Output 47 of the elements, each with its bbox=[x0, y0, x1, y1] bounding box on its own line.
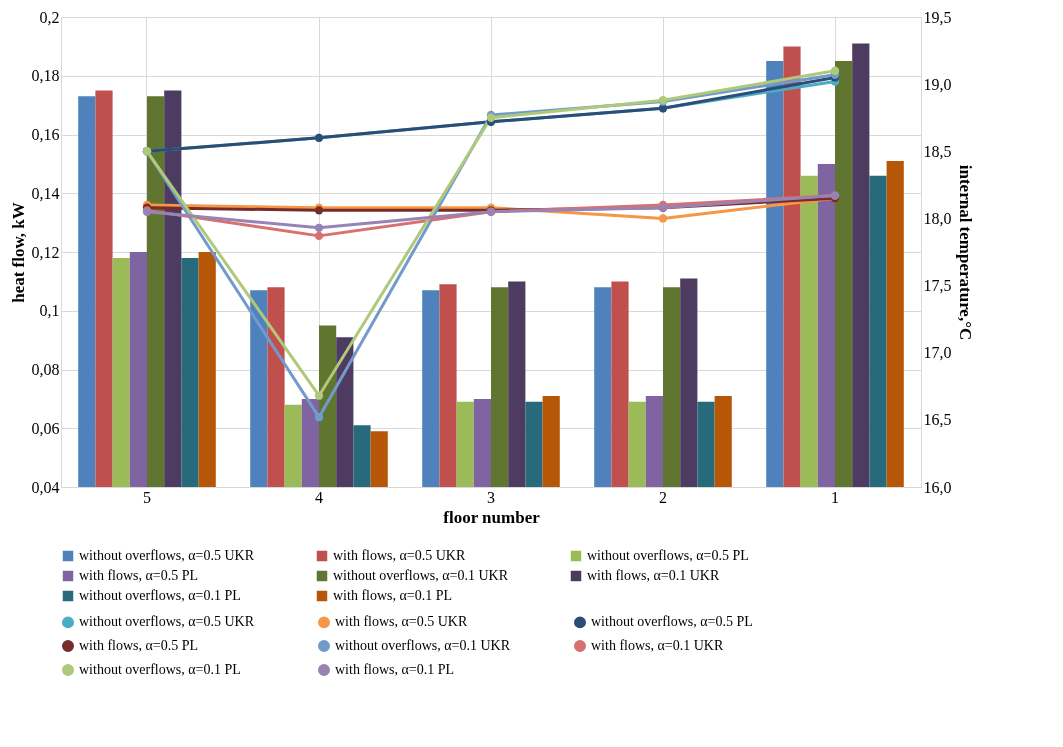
y-tick-label: 0,16 bbox=[31, 126, 60, 143]
y2-tick-label: 16,5 bbox=[923, 411, 952, 429]
y2-tick-label: 17,5 bbox=[923, 277, 952, 295]
legend-label: without overflows, α=0.5 UKR bbox=[79, 548, 255, 563]
point bbox=[830, 66, 840, 75]
legend-label: with flows, α=0.1 PL bbox=[335, 662, 455, 677]
x-tick-label: 5 bbox=[143, 488, 151, 506]
y-axis-title: heat flow, kW bbox=[8, 202, 28, 303]
point bbox=[314, 223, 324, 232]
y-tick-label: 0,2 bbox=[39, 8, 60, 26]
y2-axis-title: internal temperature,°C bbox=[955, 164, 975, 341]
legend-label: without overflows, α=0.5 PL bbox=[591, 614, 753, 630]
legend-label: with flows, α=0.5 PL bbox=[79, 638, 199, 653]
x-axis-title: floor number bbox=[443, 507, 541, 527]
y-tick-label: 0,12 bbox=[31, 243, 60, 261]
legend-label: with flows, α=0.1 UKR bbox=[591, 638, 724, 653]
y2-tick-label: 19,5 bbox=[923, 8, 952, 26]
legend-label: without overflows, α=0.1 UKR bbox=[335, 638, 511, 653]
legend-label: with flows, α=0.5 PL bbox=[79, 568, 199, 583]
x-tick-label: 3 bbox=[487, 488, 495, 506]
point bbox=[314, 231, 324, 241]
y2-tick-label: 18,0 bbox=[923, 209, 952, 227]
x-tick-label: 1 bbox=[831, 488, 839, 506]
y-tick-label: 0,08 bbox=[31, 361, 60, 378]
legend-label: with flows, α=0.1 PL bbox=[333, 588, 453, 603]
y-tick-label: 0,06 bbox=[31, 419, 60, 437]
y-tick-label: 0,18 bbox=[31, 67, 60, 85]
legend-label: without overflows, α=0.5 PL bbox=[587, 548, 749, 563]
legend-label: without overflows, α=0.1 PL bbox=[79, 588, 241, 603]
y2-tick-label: 16,0 bbox=[923, 478, 952, 496]
legend-label: without overflows, α=0.1 UKR bbox=[333, 568, 509, 583]
y-tick-label: 0,04 bbox=[31, 478, 60, 496]
y2-tick-label: 18,5 bbox=[923, 142, 952, 160]
x-tick-label: 4 bbox=[315, 488, 323, 506]
legend-label: with flows, α=0.1 UKR bbox=[587, 568, 720, 583]
legend-label: with flows, α=0.5 UKR bbox=[333, 548, 466, 563]
y2-tick-label: 19,0 bbox=[923, 75, 952, 93]
point bbox=[314, 391, 324, 400]
point bbox=[314, 413, 324, 422]
y2-tick-label: 17,0 bbox=[923, 344, 952, 362]
x-tick-label: 2 bbox=[659, 488, 667, 506]
legend-label: without overflows, α=0.1 PL bbox=[79, 662, 241, 677]
y-tick-label: 0,1 bbox=[39, 302, 60, 320]
point bbox=[658, 214, 668, 223]
y-tick-label: 0,14 bbox=[31, 184, 60, 202]
legend-label: with flows, α=0.5 UKR bbox=[335, 614, 468, 630]
legend-label: without overflows, α=0.5 UKR bbox=[79, 614, 255, 630]
